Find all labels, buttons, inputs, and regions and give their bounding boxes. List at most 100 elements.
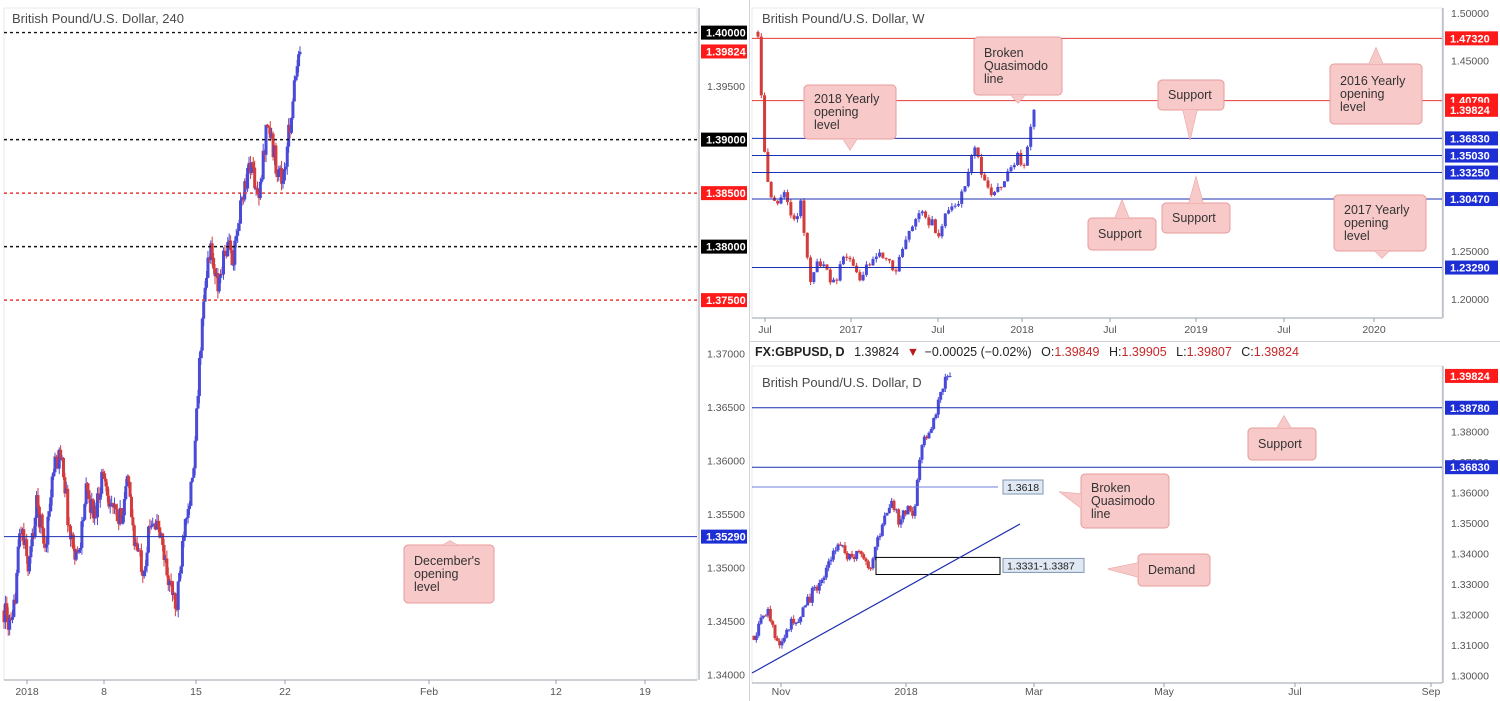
- weekly-candle-body: [947, 210, 951, 214]
- level-label-bg: [1445, 400, 1498, 415]
- h4-candle-body: [166, 575, 170, 586]
- weekly-candle-body: [1022, 164, 1026, 166]
- weekly-candle-body: [802, 200, 806, 233]
- weekly-candle-body: [799, 200, 803, 217]
- daily-candle-body: [817, 582, 821, 591]
- level-label-bg: [1445, 31, 1498, 46]
- daily-candle-body: [892, 500, 896, 510]
- h4-candle-body: [236, 230, 240, 236]
- weekly-candle-body: [943, 213, 947, 227]
- weekly-candle-body: [914, 219, 918, 227]
- h4-candle-body: [122, 499, 126, 516]
- callout-text: line: [984, 72, 1004, 86]
- weekly-candle-body: [1012, 165, 1016, 168]
- h4-candle-body: [145, 552, 149, 567]
- daily-candle-body: [761, 615, 765, 618]
- h4-candle-body: [18, 533, 22, 547]
- weekly-candle-body: [983, 174, 987, 181]
- weekly-candle-body: [818, 261, 822, 267]
- daily-candle-body: [803, 605, 807, 608]
- daily-candle-body: [845, 553, 849, 560]
- weekly-candle-body: [897, 256, 901, 272]
- level-label-bg: [1445, 148, 1498, 163]
- h4-candle-body: [268, 127, 272, 138]
- weekly-candle-body: [822, 264, 826, 267]
- symbol-header: FX:GBPUSD, D 1.39824 ▼ −0.00025 (−0.02%)…: [755, 345, 1299, 359]
- weekly-candle-body: [966, 171, 970, 187]
- h4-candle-body: [162, 544, 166, 561]
- daily-y-tick: 1.36000: [1451, 487, 1489, 499]
- h4-candle-body: [168, 580, 172, 586]
- weekly-candle-body: [789, 202, 793, 216]
- daily-candle-body: [911, 510, 915, 516]
- level-label: 1.38500: [706, 188, 746, 200]
- weekly-candle-body: [782, 192, 786, 198]
- daily-candle-body: [789, 618, 793, 630]
- weekly-candle-body: [779, 197, 783, 204]
- callout-text: level: [1344, 229, 1370, 243]
- h4-candle-body: [285, 146, 289, 167]
- daily-candle-body: [866, 561, 870, 569]
- h4-candle-body: [36, 495, 40, 507]
- h4-candle-body: [114, 504, 118, 510]
- callout-text: 2016 Yearly: [1340, 74, 1406, 88]
- weekly-candle-body: [1016, 152, 1020, 166]
- h4-candle-body: [40, 514, 44, 529]
- h4-candle-body: [210, 243, 214, 258]
- h4-candle-body: [25, 539, 29, 557]
- weekly-candle-body: [953, 205, 957, 207]
- h4-candle-body: [292, 80, 296, 102]
- weekly-x-tick: 2020: [1362, 324, 1386, 336]
- h4-candle-body: [131, 517, 135, 526]
- daily-candle-body: [901, 510, 905, 520]
- weekly-y-tick: 1.20000: [1451, 294, 1489, 306]
- weekly-candle-body: [878, 252, 882, 257]
- weekly-candle-body: [933, 219, 937, 234]
- weekly-candle-body: [871, 259, 875, 266]
- daily-candle-body: [852, 556, 856, 560]
- weekly-x-tick: Jul: [931, 324, 944, 336]
- header-high: 1.39905: [1122, 345, 1167, 359]
- daily-candle-body: [876, 537, 880, 547]
- h4-candle-body: [33, 517, 37, 537]
- weekly-title: British Pound/U.S. Dollar, W: [762, 11, 925, 26]
- h4-candle-body: [229, 240, 233, 251]
- weekly-callout: Support: [1087, 198, 1157, 251]
- weekly-candle-body: [1009, 167, 1013, 172]
- level-label: 1.36830: [1450, 462, 1490, 474]
- h4-candle-body: [8, 618, 12, 630]
- demand-zone: [875, 556, 1001, 575]
- h4-candle-body: [231, 264, 235, 266]
- header-low: 1.39807: [1187, 345, 1232, 359]
- daily-candle-body: [920, 445, 924, 460]
- daily-candle-body: [799, 617, 803, 622]
- daily-candle-body: [925, 436, 929, 439]
- h4-x-tick: 2018: [15, 686, 39, 698]
- daily-candle-body: [757, 623, 761, 636]
- h4-candle-body: [132, 525, 136, 546]
- weekly-candle-body: [986, 180, 990, 188]
- daily-candle-body: [897, 509, 901, 525]
- weekly-candle-body: [756, 31, 760, 37]
- h4-candle-body: [115, 509, 119, 522]
- weekly-candle-body: [937, 233, 941, 237]
- level-label: 1.30470: [1450, 194, 1490, 206]
- h4-candle-body: [193, 440, 197, 469]
- h4-candle-body: [251, 162, 255, 168]
- level-label-bg: [1445, 131, 1498, 146]
- callout-text: Broken: [1091, 481, 1131, 495]
- daily-candle-body: [934, 414, 938, 419]
- daily-candle-body: [829, 559, 833, 562]
- h4-candle-body: [67, 525, 71, 527]
- weekly-candle-body: [795, 216, 799, 220]
- daily-candle-body: [754, 635, 758, 640]
- h4-candle-body: [135, 542, 139, 551]
- daily-candle-body: [759, 617, 763, 624]
- daily-candle-body: [820, 579, 824, 583]
- h4-candle-body: [71, 534, 75, 549]
- callout-text: December's: [414, 554, 480, 568]
- weekly-candle-body: [1006, 171, 1010, 182]
